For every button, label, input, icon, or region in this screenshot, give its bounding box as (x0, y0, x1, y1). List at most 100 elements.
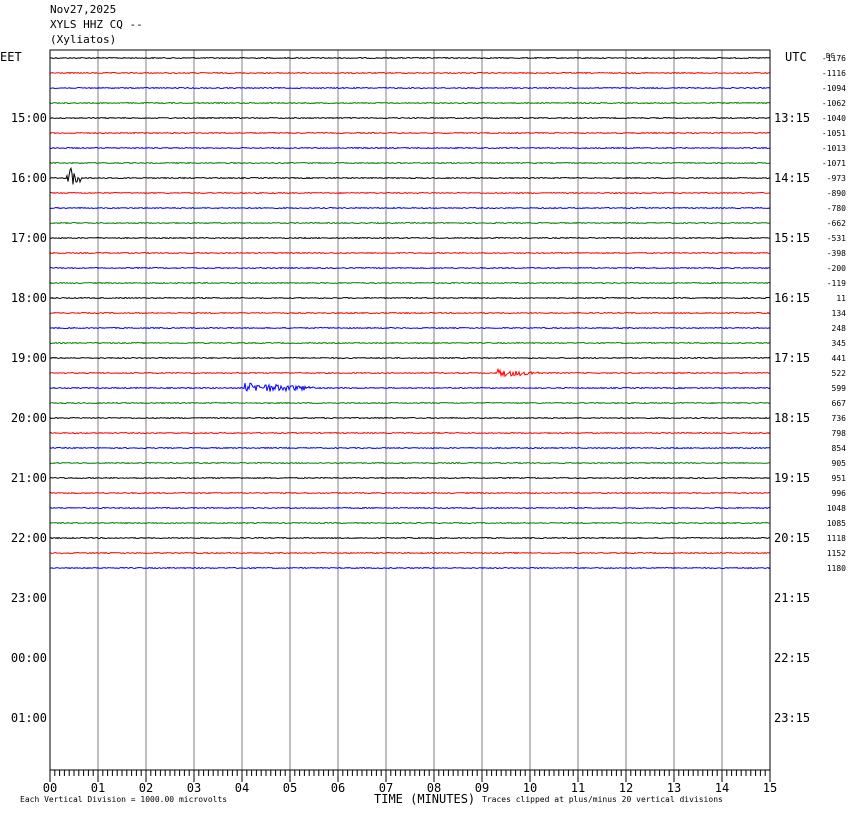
left-hour-label: 17:00 (11, 231, 47, 245)
left-hour-label: 18:00 (11, 291, 47, 305)
trace-row (49, 281, 771, 285)
dc-offset-value: -662 (827, 219, 846, 228)
dc-offset-value: 345 (832, 339, 847, 348)
dc-offset-value: -1094 (822, 84, 846, 93)
x-tick-label: 01 (91, 781, 105, 795)
dc-offset-value: -1071 (822, 159, 846, 168)
dc-offset-value: 599 (832, 384, 847, 393)
x-tick-label: 00 (43, 781, 57, 795)
x-tick-label: 08 (427, 781, 441, 795)
right-hour-label: 22:15 (774, 651, 810, 665)
left-hour-label: 20:00 (11, 411, 47, 425)
trace-row (49, 356, 771, 360)
trace-row (49, 221, 771, 225)
dc-offset-value: 441 (832, 354, 847, 363)
footer-scale-note: Each Vertical Division = 1000.00 microvo… (20, 795, 227, 804)
dc-offset-value: 1180 (827, 564, 846, 573)
dc-offset-value: -1040 (822, 114, 846, 123)
dc-offset-value: -1051 (822, 129, 846, 138)
trace-row (49, 206, 771, 210)
dc-offset-value: 522 (832, 369, 847, 378)
x-tick-label: 03 (187, 781, 201, 795)
left-hour-label: 19:00 (11, 351, 47, 365)
trace-row (49, 431, 771, 435)
x-tick-label: 09 (475, 781, 489, 795)
trace-row (49, 521, 771, 525)
x-tick-label: 07 (379, 781, 393, 795)
dc-offset-value: 798 (832, 429, 847, 438)
trace-row (49, 382, 771, 393)
trace-row (49, 167, 771, 185)
x-tick-label: 15 (763, 781, 777, 795)
dc-offset-value: -1116 (822, 69, 846, 78)
trace-row (49, 536, 771, 540)
left-hour-label: 22:00 (11, 531, 47, 545)
right-hour-label: 15:15 (774, 231, 810, 245)
dc-offset-value: -119 (827, 279, 846, 288)
dc-offset-value: -973 (827, 174, 846, 183)
footer-clip-note: Traces clipped at plus/minus 20 vertical… (482, 795, 723, 804)
trace-row (50, 551, 771, 555)
left-hour-label: 23:00 (11, 591, 47, 605)
trace-row (49, 491, 771, 495)
trace-row (49, 131, 771, 135)
trace-row (49, 146, 771, 150)
x-axis-label: TIME (MINUTES) (374, 792, 475, 806)
dc-offset-value: 11 (836, 294, 846, 303)
trace-row (49, 506, 771, 510)
dc-offset-value: 134 (832, 309, 847, 318)
x-tick-label: 11 (571, 781, 585, 795)
trace-row (49, 461, 771, 465)
trace-row (49, 236, 771, 240)
dc-offset-value: -1176 (822, 54, 846, 63)
dc-offset-value: 1085 (827, 519, 846, 528)
x-tick-label: 04 (235, 781, 249, 795)
header-date: Nov27,2025 (50, 3, 117, 16)
dc-offset-value: -200 (827, 264, 846, 273)
x-tick-label: 02 (139, 781, 153, 795)
trace-row (49, 101, 771, 105)
plot-frame (49, 49, 771, 771)
trace-row (49, 416, 771, 420)
trace-row (49, 341, 771, 345)
right-hour-label: 14:15 (774, 171, 810, 185)
trace-row (49, 296, 771, 300)
right-zone-label: UTC (785, 50, 807, 64)
dc-offset-value: -398 (827, 249, 846, 258)
right-hour-label: 18:15 (774, 411, 810, 425)
dc-offset-value: 1118 (827, 534, 846, 543)
right-hour-label: 16:15 (774, 291, 810, 305)
trace-row (49, 476, 771, 480)
left-hour-label: 21:00 (11, 471, 47, 485)
trace-row (49, 56, 771, 60)
dc-offset-value: -1013 (822, 144, 846, 153)
trace-row (49, 266, 771, 270)
dc-offset-value: 248 (832, 324, 847, 333)
dc-offset-value: 1048 (827, 504, 846, 513)
right-hour-label: 23:15 (774, 711, 810, 725)
header-station: XYLS HHZ CQ -- (50, 18, 143, 31)
header-location: (Xyliatos) (50, 33, 117, 46)
left-hour-label: 00:00 (11, 651, 47, 665)
trace-row (49, 116, 771, 120)
left-zone-label: EET (0, 50, 22, 64)
x-tick-label: 12 (619, 781, 633, 795)
x-tick-label: 10 (523, 781, 537, 795)
x-tick-label: 05 (283, 781, 297, 795)
dc-offset-value: 667 (832, 399, 847, 408)
trace-row (49, 566, 771, 570)
trace-row (49, 367, 771, 378)
dc-offset-value: 854 (832, 444, 847, 453)
trace-row (49, 251, 771, 255)
dc-offset-value: -1062 (822, 99, 846, 108)
left-hour-label: 01:00 (11, 711, 47, 725)
right-hour-label: 19:15 (774, 471, 810, 485)
trace-row (49, 86, 771, 90)
left-hour-label: 15:00 (11, 111, 47, 125)
dc-offset-value: 951 (832, 474, 847, 483)
left-hour-label: 16:00 (11, 171, 47, 185)
x-tick-label: 14 (715, 781, 729, 795)
right-hour-label: 20:15 (774, 531, 810, 545)
right-hour-label: 21:15 (774, 591, 810, 605)
